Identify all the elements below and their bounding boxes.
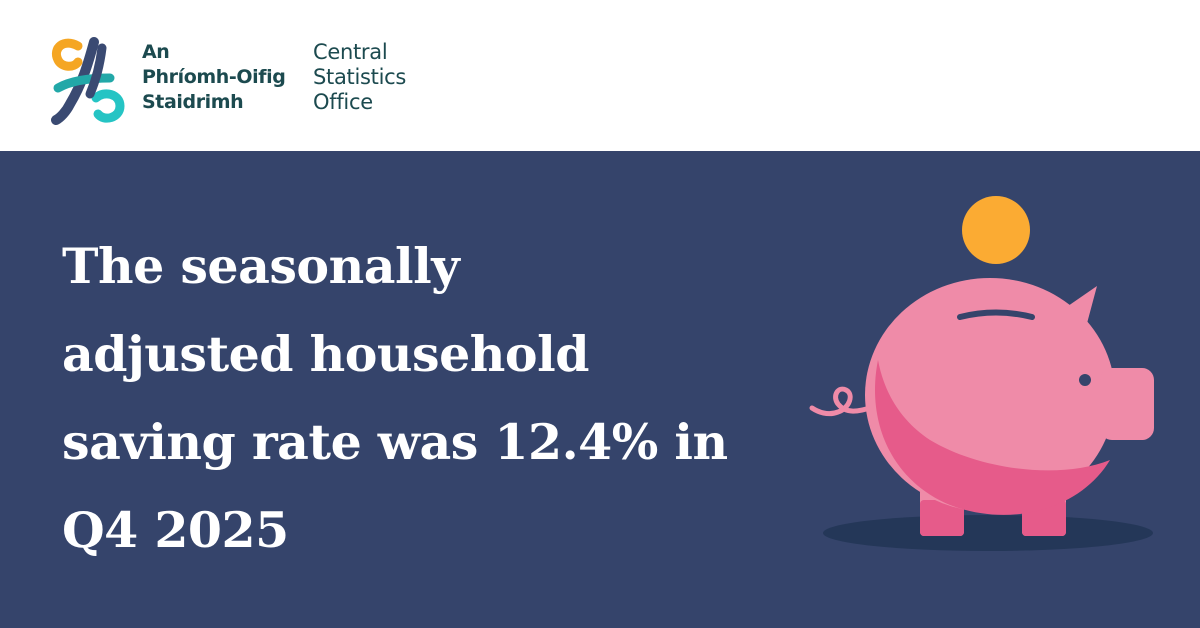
logo-irish-line: Phríomh-Oifig bbox=[142, 66, 286, 88]
headline-banner: The seasonally adjusted household saving… bbox=[0, 151, 1200, 628]
piggy-bank-illustration bbox=[809, 196, 1154, 551]
headline-line: The seasonally bbox=[62, 237, 460, 295]
logo-irish-line: An bbox=[142, 41, 170, 63]
logo-english-name: Central Statistics Office bbox=[313, 40, 406, 115]
logo-english-line: Office bbox=[313, 90, 373, 114]
headline-line: adjusted household bbox=[62, 325, 589, 383]
shadow bbox=[823, 515, 1153, 551]
logo-english-line: Central bbox=[313, 40, 388, 64]
headline: The seasonally adjusted household saving… bbox=[62, 222, 782, 574]
piggy-bank-icon bbox=[809, 278, 1154, 536]
cso-logo-icon bbox=[51, 37, 125, 125]
coin-icon bbox=[962, 196, 1030, 264]
headline-line: saving rate was 12.4% in bbox=[62, 413, 728, 471]
logo-english-line: Statistics bbox=[313, 65, 406, 89]
headline-line: Q4 2025 bbox=[62, 501, 289, 559]
logo-irish-line: Staidrimh bbox=[142, 91, 244, 113]
site-header: An Phríomh-Oifig Staidrimh Central Stati… bbox=[0, 0, 1200, 151]
logo-irish-name: An Phríomh-Oifig Staidrimh bbox=[142, 40, 286, 115]
